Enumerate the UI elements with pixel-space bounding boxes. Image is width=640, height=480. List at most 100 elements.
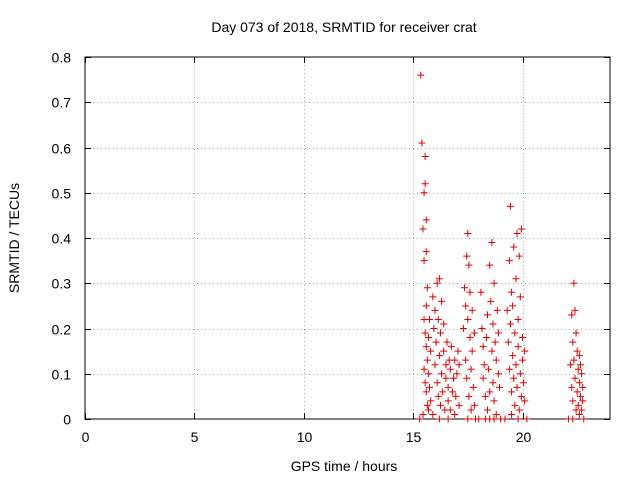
data-point	[514, 343, 522, 351]
data-point	[517, 392, 525, 400]
data-point	[435, 415, 443, 423]
data-point	[487, 297, 495, 305]
data-point	[444, 415, 452, 423]
data-point	[429, 293, 437, 301]
data-point	[443, 338, 451, 346]
data-point	[417, 71, 425, 79]
data-point	[462, 356, 470, 364]
data-point	[468, 306, 476, 314]
data-point	[452, 392, 460, 400]
data-point	[435, 275, 443, 283]
data-point	[520, 379, 528, 387]
tick-layer: 0 0.1 0.2 0.3 0.4 0.5 0.6 0.7 0.8 0 5 10 15 20	[52, 50, 610, 445]
data-point	[481, 392, 489, 400]
data-point	[491, 338, 499, 346]
data-point	[484, 311, 491, 319]
data-point	[505, 365, 513, 373]
data-point	[467, 406, 475, 414]
data-point	[451, 410, 459, 418]
data-point	[430, 325, 438, 332]
data-point	[422, 216, 430, 224]
data-point	[451, 356, 459, 364]
data-point	[523, 415, 531, 423]
data-point	[427, 347, 435, 355]
data-point	[427, 397, 435, 405]
data-point	[512, 275, 520, 283]
data-point	[576, 361, 584, 369]
y-tick-label: 0.7	[52, 95, 72, 111]
data-point	[486, 388, 494, 396]
data-point	[435, 352, 443, 360]
data-point	[479, 374, 487, 382]
data-point	[488, 239, 496, 247]
x-tick-label: 20	[516, 429, 532, 445]
data-point	[421, 379, 429, 387]
data-point	[485, 365, 493, 373]
data-point	[419, 225, 427, 233]
data-point	[420, 189, 428, 197]
data-point	[449, 388, 456, 396]
data-point	[422, 388, 430, 396]
y-tick-label: 0.2	[52, 322, 72, 338]
data-point	[506, 202, 514, 210]
data-point	[436, 329, 444, 337]
data-point	[496, 383, 504, 391]
data-point	[446, 406, 454, 414]
data-point	[455, 401, 463, 409]
data-point	[480, 361, 488, 369]
chart-title: Day 073 of 2018, SRMTID for receiver cra…	[211, 19, 476, 35]
data-point	[492, 410, 500, 418]
x-tick-label: 5	[191, 429, 199, 445]
data-point	[486, 261, 494, 269]
data-point	[513, 383, 521, 391]
data-point	[505, 257, 513, 265]
data-point	[447, 343, 455, 351]
data-point	[419, 410, 427, 418]
data-point	[508, 388, 516, 396]
data-point	[512, 361, 520, 369]
data-point	[431, 361, 439, 369]
x-tick-label: 0	[82, 429, 90, 445]
data-point	[420, 257, 428, 265]
data-point	[455, 361, 463, 369]
data-point	[421, 180, 429, 188]
data-point	[438, 370, 446, 378]
data-point	[492, 356, 500, 364]
data-point	[442, 361, 450, 369]
data-point	[574, 365, 582, 373]
data-point	[470, 329, 478, 337]
data-point	[434, 315, 442, 323]
data-point	[424, 334, 432, 342]
data-point	[422, 248, 430, 256]
data-point	[519, 334, 526, 342]
data-point	[484, 406, 491, 414]
data-point	[506, 320, 514, 328]
data-point	[461, 284, 469, 292]
data-point	[433, 279, 441, 287]
data-point	[464, 229, 472, 237]
data-point	[463, 374, 471, 382]
data-point	[568, 311, 576, 319]
data-point	[423, 401, 431, 409]
data-point	[446, 365, 454, 373]
data-point	[465, 261, 473, 269]
data-point	[426, 315, 434, 323]
data-point	[569, 338, 577, 346]
data-point	[514, 415, 522, 423]
data-point	[489, 379, 497, 387]
data-point	[576, 392, 584, 400]
data-point	[450, 374, 458, 382]
data-point	[508, 410, 516, 418]
data-point	[424, 406, 432, 414]
data-point	[567, 361, 575, 369]
data-point	[517, 225, 525, 233]
data-point	[426, 383, 434, 391]
data-point	[438, 297, 446, 305]
y-tick-label: 0.5	[52, 186, 72, 202]
data-point	[511, 401, 519, 409]
grid-layer	[85, 57, 610, 419]
data-point	[575, 352, 583, 360]
data-point	[580, 415, 588, 423]
data-point	[572, 329, 580, 337]
